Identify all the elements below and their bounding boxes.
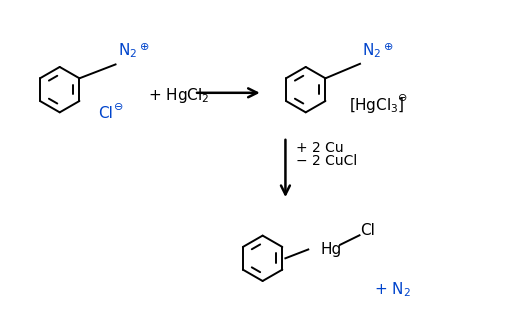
Text: + N$_2$: + N$_2$ [374,280,410,299]
Text: [HgCl$_3$]: [HgCl$_3$] [348,96,404,115]
Text: + HgCl$_2$: + HgCl$_2$ [148,86,210,106]
Text: $\ominus$: $\ominus$ [396,92,407,103]
Text: Cl: Cl [360,223,375,238]
Text: Hg: Hg [320,242,342,257]
Text: $\ominus$: $\ominus$ [113,101,123,112]
Text: − 2 CuCl: − 2 CuCl [295,154,356,168]
Text: Cl: Cl [98,106,112,121]
Text: N$_2$: N$_2$ [118,41,137,60]
Text: N$_2$: N$_2$ [361,41,380,60]
Text: + 2 Cu: + 2 Cu [295,141,343,155]
Text: $\oplus$: $\oplus$ [139,41,149,52]
Text: $\oplus$: $\oplus$ [382,41,392,52]
